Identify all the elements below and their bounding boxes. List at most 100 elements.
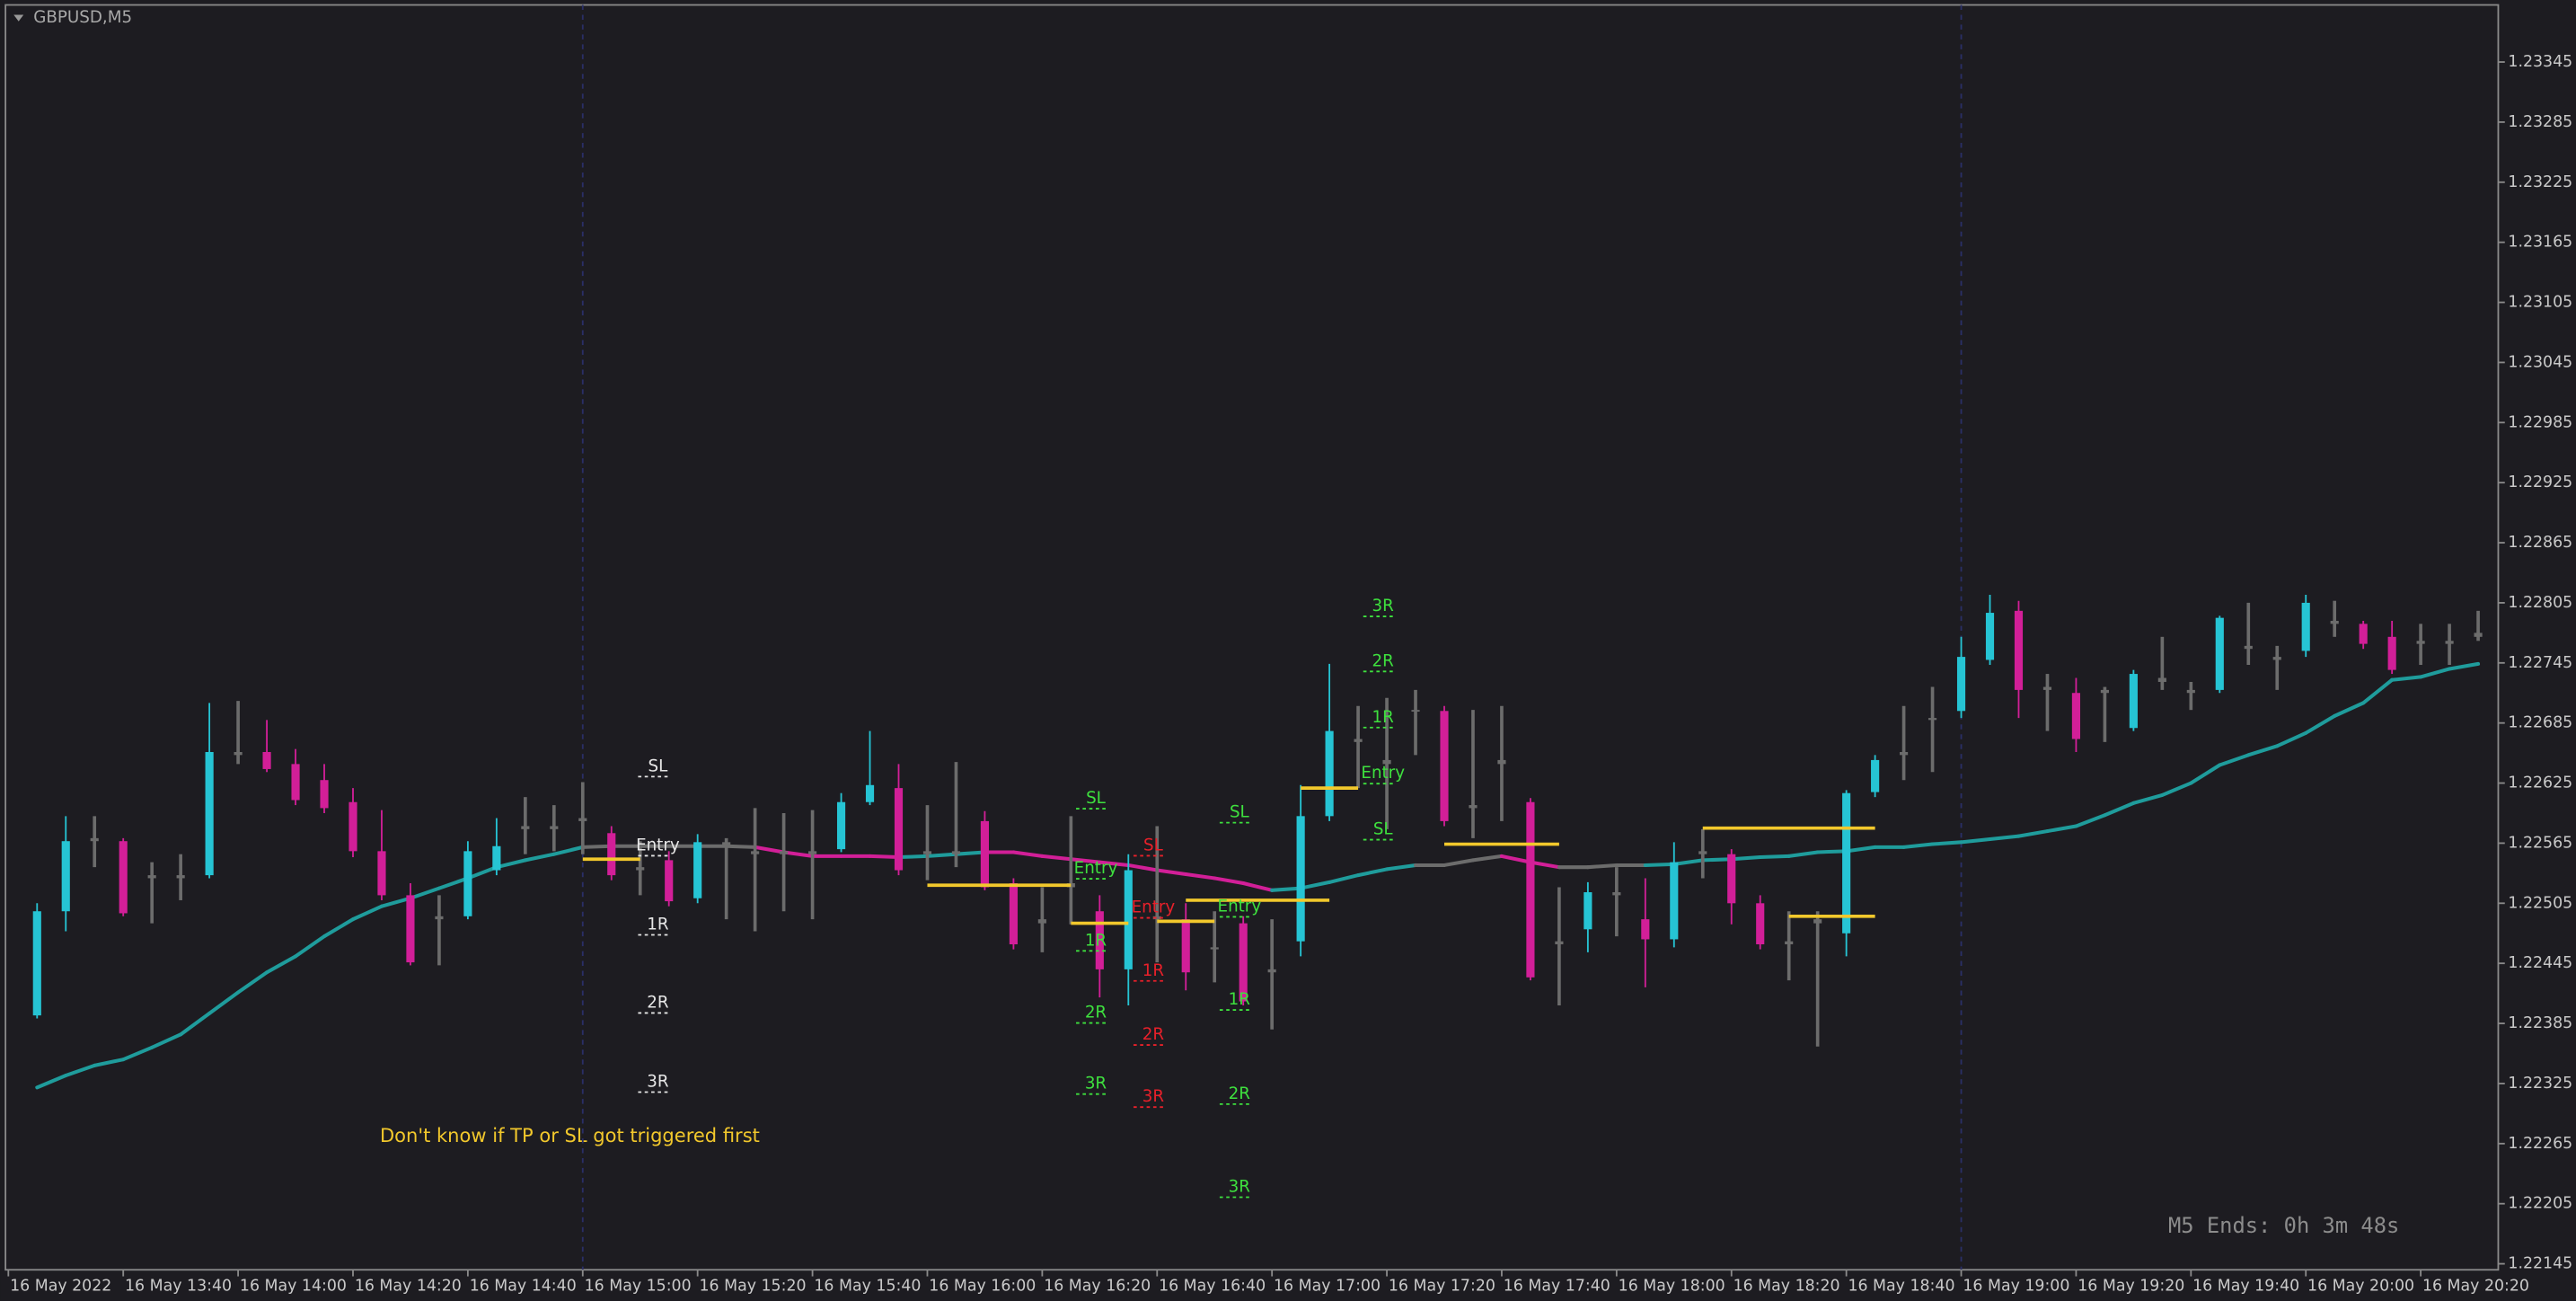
y-tick-label: 1.22625 xyxy=(2508,774,2572,792)
x-tick-label: 16 May 19:00 xyxy=(1963,1278,2069,1296)
candle-body xyxy=(119,841,128,914)
candle-body xyxy=(1900,751,1909,756)
moving-average xyxy=(724,844,757,849)
candle-body xyxy=(2186,689,2195,694)
moving-average xyxy=(1098,860,1131,867)
bar-timer: M5 Ends: 0h 3m 48s xyxy=(2168,1213,2399,1238)
moving-average xyxy=(2419,667,2452,679)
moving-average xyxy=(408,886,441,900)
moving-average xyxy=(1184,872,1217,881)
moving-average xyxy=(1528,860,1561,870)
candle-body xyxy=(1756,903,1765,945)
candle-body xyxy=(808,851,817,854)
y-tick-label: 1.22985 xyxy=(2508,413,2572,431)
plot-frame xyxy=(4,4,2500,1271)
x-tick-label: 16 May 17:20 xyxy=(1389,1278,1495,1296)
moving-average xyxy=(265,954,298,975)
candle-body xyxy=(234,751,243,756)
candle-body xyxy=(1928,718,1937,721)
candle-body xyxy=(1785,941,1794,945)
candle-body xyxy=(2100,689,2109,694)
candle-body xyxy=(2014,610,2024,690)
candle-body xyxy=(1124,870,1133,969)
collapse-icon[interactable] xyxy=(13,14,24,22)
moving-average xyxy=(2189,763,2222,785)
level-label: Entry xyxy=(1218,897,1262,916)
candle-body xyxy=(1641,919,1650,940)
level-label: 2R xyxy=(1085,1004,1107,1022)
moving-average xyxy=(121,1045,154,1062)
y-tick-label: 1.22685 xyxy=(2508,714,2572,732)
candle-body xyxy=(1325,730,1334,817)
y-tick-label: 1.22145 xyxy=(2508,1255,2572,1273)
y-tick-label: 1.22205 xyxy=(2508,1195,2572,1213)
moving-average xyxy=(954,850,987,856)
x-tick-label: 16 May 14:00 xyxy=(240,1278,347,1296)
candle-body xyxy=(1152,916,1161,920)
x-tick-label: 16 May 18:00 xyxy=(1619,1278,1725,1296)
level-label: 2R xyxy=(1372,651,1395,670)
moving-average xyxy=(1470,854,1504,863)
candle-body xyxy=(1526,801,1535,978)
level-label: Entry xyxy=(1074,859,1118,878)
level-label: SL xyxy=(1230,803,1250,822)
moving-average xyxy=(2016,829,2050,838)
x-tick-label: 16 May 19:40 xyxy=(2192,1278,2299,1296)
x-tick-label: 16 May 14:40 xyxy=(470,1278,577,1296)
moving-average xyxy=(1959,836,1992,845)
moving-average xyxy=(1901,842,1935,849)
moving-average xyxy=(1385,863,1418,872)
note: Don't know if TP or SL got triggered fir… xyxy=(380,1124,760,1146)
candle-body xyxy=(521,826,530,829)
moving-average xyxy=(1299,880,1332,890)
moving-average xyxy=(523,852,556,863)
level-label: 3R xyxy=(647,1073,669,1092)
x-tick-label: 16 May 16:40 xyxy=(1159,1278,1266,1296)
moving-average xyxy=(1069,857,1102,864)
x-tick-label: 16 May 17:40 xyxy=(1504,1278,1610,1296)
plot-layer: 1.23345 1.23285 1.23225 1.23165 1.23105 1.230… xyxy=(7,4,2572,1296)
candle-body xyxy=(1181,919,1190,973)
x-tick-label: 16 May 18:40 xyxy=(1848,1278,1954,1296)
moving-average xyxy=(2390,675,2423,682)
moving-average xyxy=(2103,801,2136,818)
moving-average xyxy=(896,854,930,860)
moving-average xyxy=(1844,845,1877,854)
candle-body xyxy=(2272,657,2281,660)
moving-average xyxy=(1040,854,1073,862)
candle-body xyxy=(1267,969,1276,973)
candle-body xyxy=(2042,686,2052,690)
candle-body xyxy=(1670,862,1679,940)
candle-body xyxy=(865,784,875,802)
moving-average xyxy=(2246,744,2280,757)
level-label: 1R xyxy=(647,916,669,934)
candle-body xyxy=(435,916,444,920)
moving-average xyxy=(1672,858,1705,866)
level-label: 2R xyxy=(1142,1025,1165,1044)
candle-body xyxy=(607,833,616,876)
moving-average xyxy=(2131,792,2165,805)
x-tick-label: 16 May 20:00 xyxy=(2307,1278,2414,1296)
candle-body xyxy=(722,842,731,846)
y-tick-label: 1.22445 xyxy=(2508,954,2572,972)
moving-average xyxy=(1815,849,1848,854)
moving-average xyxy=(2275,730,2308,748)
candle-body xyxy=(2416,641,2425,644)
x-tick-label: 16 May 19:20 xyxy=(2078,1278,2184,1296)
moving-average xyxy=(2304,713,2337,735)
moving-average xyxy=(2333,701,2366,718)
candle-body xyxy=(2474,633,2483,637)
level-label: Entry xyxy=(1361,764,1405,783)
y-tick-label: 1.22385 xyxy=(2508,1014,2572,1032)
moving-average xyxy=(1328,873,1361,884)
candle-body xyxy=(2445,641,2454,644)
moving-average xyxy=(236,970,269,995)
candle-body xyxy=(951,851,961,854)
x-tick-label: 16 May 15:20 xyxy=(700,1278,807,1296)
candle-body xyxy=(2129,674,2138,729)
candle-body xyxy=(32,911,41,1016)
y-tick-label: 1.23345 xyxy=(2508,53,2572,71)
moving-average xyxy=(580,844,613,849)
